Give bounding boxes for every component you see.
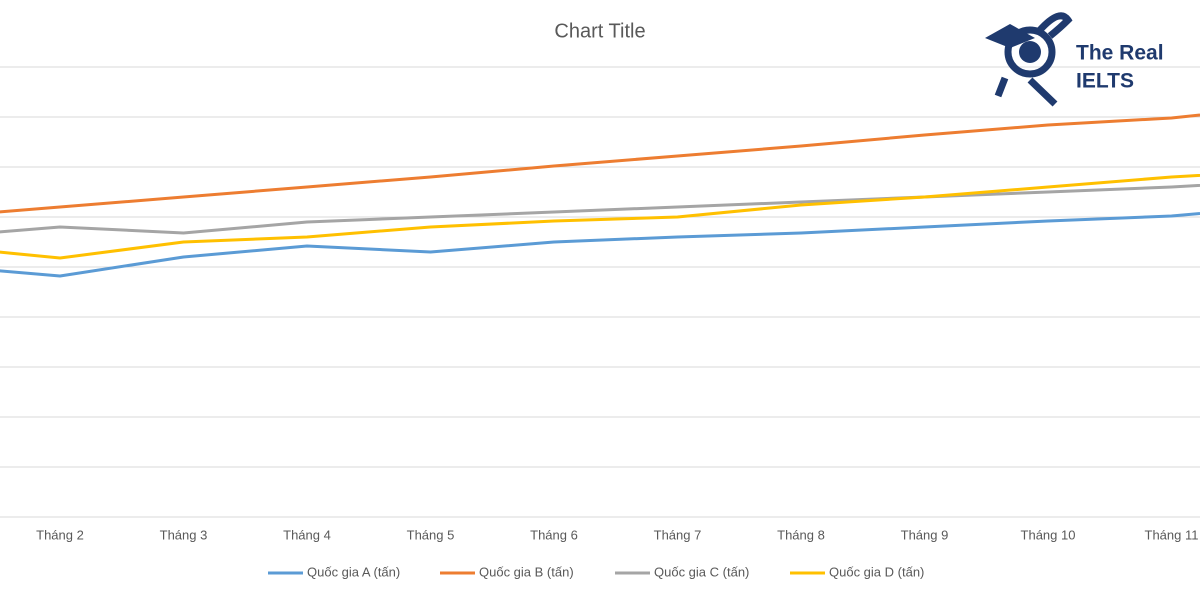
legend-label: Quốc gia B (tấn) [479,564,574,579]
x-tick-label: Tháng 2 [36,527,84,542]
legend-label: Quốc gia C (tấn) [654,564,749,579]
x-tick-label: Tháng 11 [1145,527,1199,542]
logo-icon [1004,26,1056,78]
chart-title: Chart Title [554,20,645,42]
logo-text: IELTS [1076,70,1134,93]
legend-label: Quốc gia A (tấn) [307,564,400,579]
data-line [0,183,1200,235]
x-tick-label: Tháng 5 [407,527,455,542]
data-line [0,113,1200,214]
legend-label: Quốc gia D (tấn) [829,564,924,579]
x-tick-label: Tháng 7 [654,527,702,542]
x-tick-label: Tháng 8 [777,527,825,542]
x-tick-label: Tháng 6 [530,527,578,542]
logo-icon [994,12,1073,107]
data-line [0,173,1200,260]
data-line [0,211,1200,278]
logo-text: The Real [1076,42,1164,65]
x-tick-label: Tháng 3 [160,527,208,542]
x-tick-label: Tháng 9 [901,527,949,542]
x-tick-label: Tháng 10 [1021,527,1076,542]
x-tick-label: Tháng 4 [283,527,331,542]
logo-icon [985,24,1035,48]
logo-icon [1019,41,1041,63]
logo: The Real IELTS [985,12,1164,107]
